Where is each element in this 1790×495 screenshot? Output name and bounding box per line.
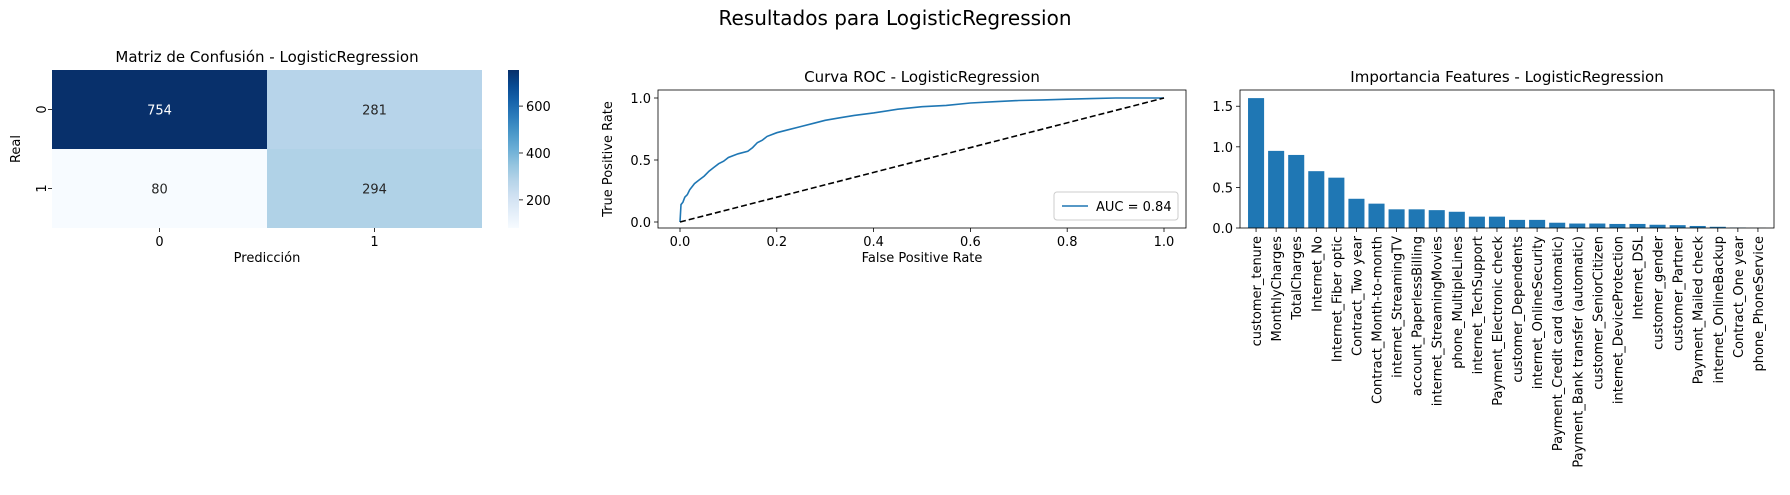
bar-x-tick-label: Internet_DSL bbox=[1631, 235, 1646, 319]
bar-y-tick-label: 1.5 bbox=[1212, 100, 1233, 115]
heatmap-cell bbox=[267, 149, 482, 228]
bar-x-tick-label: Internet_No bbox=[1310, 236, 1325, 312]
bar-x-tick-label: Payment_Bank transfer (automatic) bbox=[1571, 236, 1586, 468]
feature-bar bbox=[1268, 150, 1285, 228]
heatmap-cell bbox=[267, 70, 482, 149]
heatmap-y-tick-label: 1 bbox=[35, 184, 50, 192]
feature-bar bbox=[1709, 226, 1726, 228]
roc-legend bbox=[1053, 191, 1179, 221]
bar-x-tick-label: customer_SeniorCitizen bbox=[1591, 236, 1606, 390]
colorbar bbox=[508, 70, 519, 228]
heatmap-cell-label: 754 bbox=[147, 104, 172, 119]
bar-x-tick-label: customer_gender bbox=[1652, 235, 1667, 349]
colorbar-tick-label: 200 bbox=[526, 194, 551, 209]
heatmap-title: Matriz de Confusión - LogisticRegression bbox=[115, 48, 418, 66]
confusion-matrix-panel: Matriz de Confusión - LogisticRegression… bbox=[9, 48, 551, 266]
bar-x-tick-label: Payment_Credit card (automatic) bbox=[1551, 236, 1566, 451]
bar-x-tick-label: Contract_Two year bbox=[1350, 235, 1365, 356]
bar-y-tick-label: 1.0 bbox=[1212, 141, 1233, 156]
roc-chance-line bbox=[679, 97, 1165, 223]
roc-curve bbox=[679, 97, 1164, 223]
bar-x-tick-label: MonthlyCharges bbox=[1270, 236, 1285, 342]
bar-x-tick-label: phone_PhoneService bbox=[1752, 236, 1767, 372]
bar-x-tick-label: internet_StreamingMovies bbox=[1431, 236, 1446, 407]
heatmap-cell bbox=[52, 70, 267, 149]
roc-y-label: True Positive Rate bbox=[601, 101, 616, 218]
roc-axes-frame bbox=[657, 89, 1187, 229]
bar-x-tick-label: internet_StreamingTV bbox=[1391, 236, 1406, 378]
heatmap-cell-label: 294 bbox=[362, 183, 387, 198]
bar-x-tick-label: customer_tenure bbox=[1250, 236, 1265, 346]
bar-x-tick-label: Payment_Mailed check bbox=[1692, 236, 1707, 385]
bar-x-tick-label: internet_OnlineBackup bbox=[1712, 236, 1727, 383]
figure-suptitle: Resultados para LogisticRegression bbox=[718, 6, 1071, 30]
feature-bar bbox=[1308, 171, 1325, 228]
roc-y-tick-label: 0.5 bbox=[630, 154, 651, 169]
bar-x-tick-label: Contract_Month-to-month bbox=[1371, 236, 1386, 404]
roc-x-tick-label: 0.0 bbox=[670, 235, 691, 250]
colorbar-tick-label: 600 bbox=[526, 100, 551, 115]
bar-y-tick-label: 0.5 bbox=[1212, 181, 1233, 196]
roc-y-tick-label: 0.0 bbox=[630, 216, 651, 231]
bar-x-tick-label: phone_MultipleLines bbox=[1451, 236, 1466, 369]
feature-bar bbox=[1509, 219, 1526, 228]
roc-curve-panel: Curva ROC - LogisticRegression 0.0 0.2 0.4 0… bbox=[601, 68, 1187, 266]
roc-y-tick-label: 1.0 bbox=[630, 92, 651, 107]
feature-bar bbox=[1288, 154, 1305, 228]
bar-x-tick-label: internet_DeviceProtection bbox=[1611, 236, 1626, 404]
feature-bar bbox=[1549, 222, 1566, 228]
heatmap-x-label: Predicción bbox=[234, 251, 301, 266]
heatmap-cell-label: 281 bbox=[362, 104, 387, 119]
bar-title: Importancia Features - LogisticRegressio… bbox=[1350, 68, 1663, 86]
bar-x-tick-label: internet_TechSupport bbox=[1471, 236, 1486, 374]
feature-bar bbox=[1529, 219, 1546, 228]
bar-x-tick-label: internet_OnlineSecurity bbox=[1531, 236, 1546, 390]
roc-x-tick-label: 0.8 bbox=[1057, 235, 1078, 250]
roc-x-tick-label: 1.0 bbox=[1154, 235, 1175, 250]
roc-title: Curva ROC - LogisticRegression bbox=[804, 68, 1040, 86]
bar-x-tick-label: customer_Partner bbox=[1672, 235, 1687, 351]
heatmap-cell-label: 80 bbox=[151, 183, 168, 198]
feature-bar bbox=[1448, 211, 1465, 228]
bar-x-tick-label: TotalCharges bbox=[1290, 236, 1305, 321]
feature-importance-panel: Importancia Features - LogisticRegressio… bbox=[1212, 68, 1775, 468]
heatmap-x-tick-label: 0 bbox=[155, 235, 163, 250]
feature-bar bbox=[1388, 209, 1405, 228]
roc-x-tick-label: 0.6 bbox=[960, 235, 981, 250]
feature-bar bbox=[1609, 223, 1626, 228]
roc-x-tick-label: 0.2 bbox=[766, 235, 787, 250]
colorbar-tick-label: 400 bbox=[526, 147, 551, 162]
feature-bar bbox=[1569, 223, 1586, 228]
feature-bar bbox=[1428, 210, 1445, 228]
bar-axes-frame bbox=[1239, 89, 1775, 229]
feature-bar bbox=[1408, 209, 1425, 228]
feature-bar bbox=[1689, 225, 1706, 228]
feature-bar bbox=[1669, 225, 1686, 228]
feature-bar bbox=[1328, 177, 1345, 228]
bar-y-tick-label: 0.0 bbox=[1212, 222, 1233, 237]
heatmap-y-tick-label: 0 bbox=[35, 105, 50, 113]
feature-bar bbox=[1589, 223, 1606, 228]
feature-bar bbox=[1649, 224, 1666, 228]
roc-legend-label: AUC = 0.84 bbox=[1096, 200, 1172, 215]
bar-x-tick-label: account_PaperlessBilling bbox=[1411, 236, 1426, 396]
heatmap-cell bbox=[52, 149, 267, 228]
heatmap-x-tick-label: 1 bbox=[370, 235, 378, 250]
roc-x-tick-label: 0.4 bbox=[863, 235, 884, 250]
feature-bar bbox=[1468, 216, 1485, 228]
bar-x-tick-label: Internet_Fiber optic bbox=[1330, 236, 1345, 362]
feature-bar bbox=[1368, 203, 1385, 228]
bar-x-tick-label: Payment_Electronic check bbox=[1491, 236, 1506, 406]
bar-x-tick-label: Contract_One year bbox=[1732, 235, 1747, 358]
bar-x-tick-label: customer_Dependents bbox=[1511, 236, 1526, 383]
heatmap-y-label: Real bbox=[9, 135, 24, 163]
feature-bar bbox=[1248, 98, 1265, 228]
feature-bar bbox=[1488, 216, 1505, 228]
feature-bar bbox=[1629, 223, 1646, 228]
feature-bar bbox=[1348, 198, 1365, 228]
roc-x-label: False Positive Rate bbox=[862, 251, 983, 266]
